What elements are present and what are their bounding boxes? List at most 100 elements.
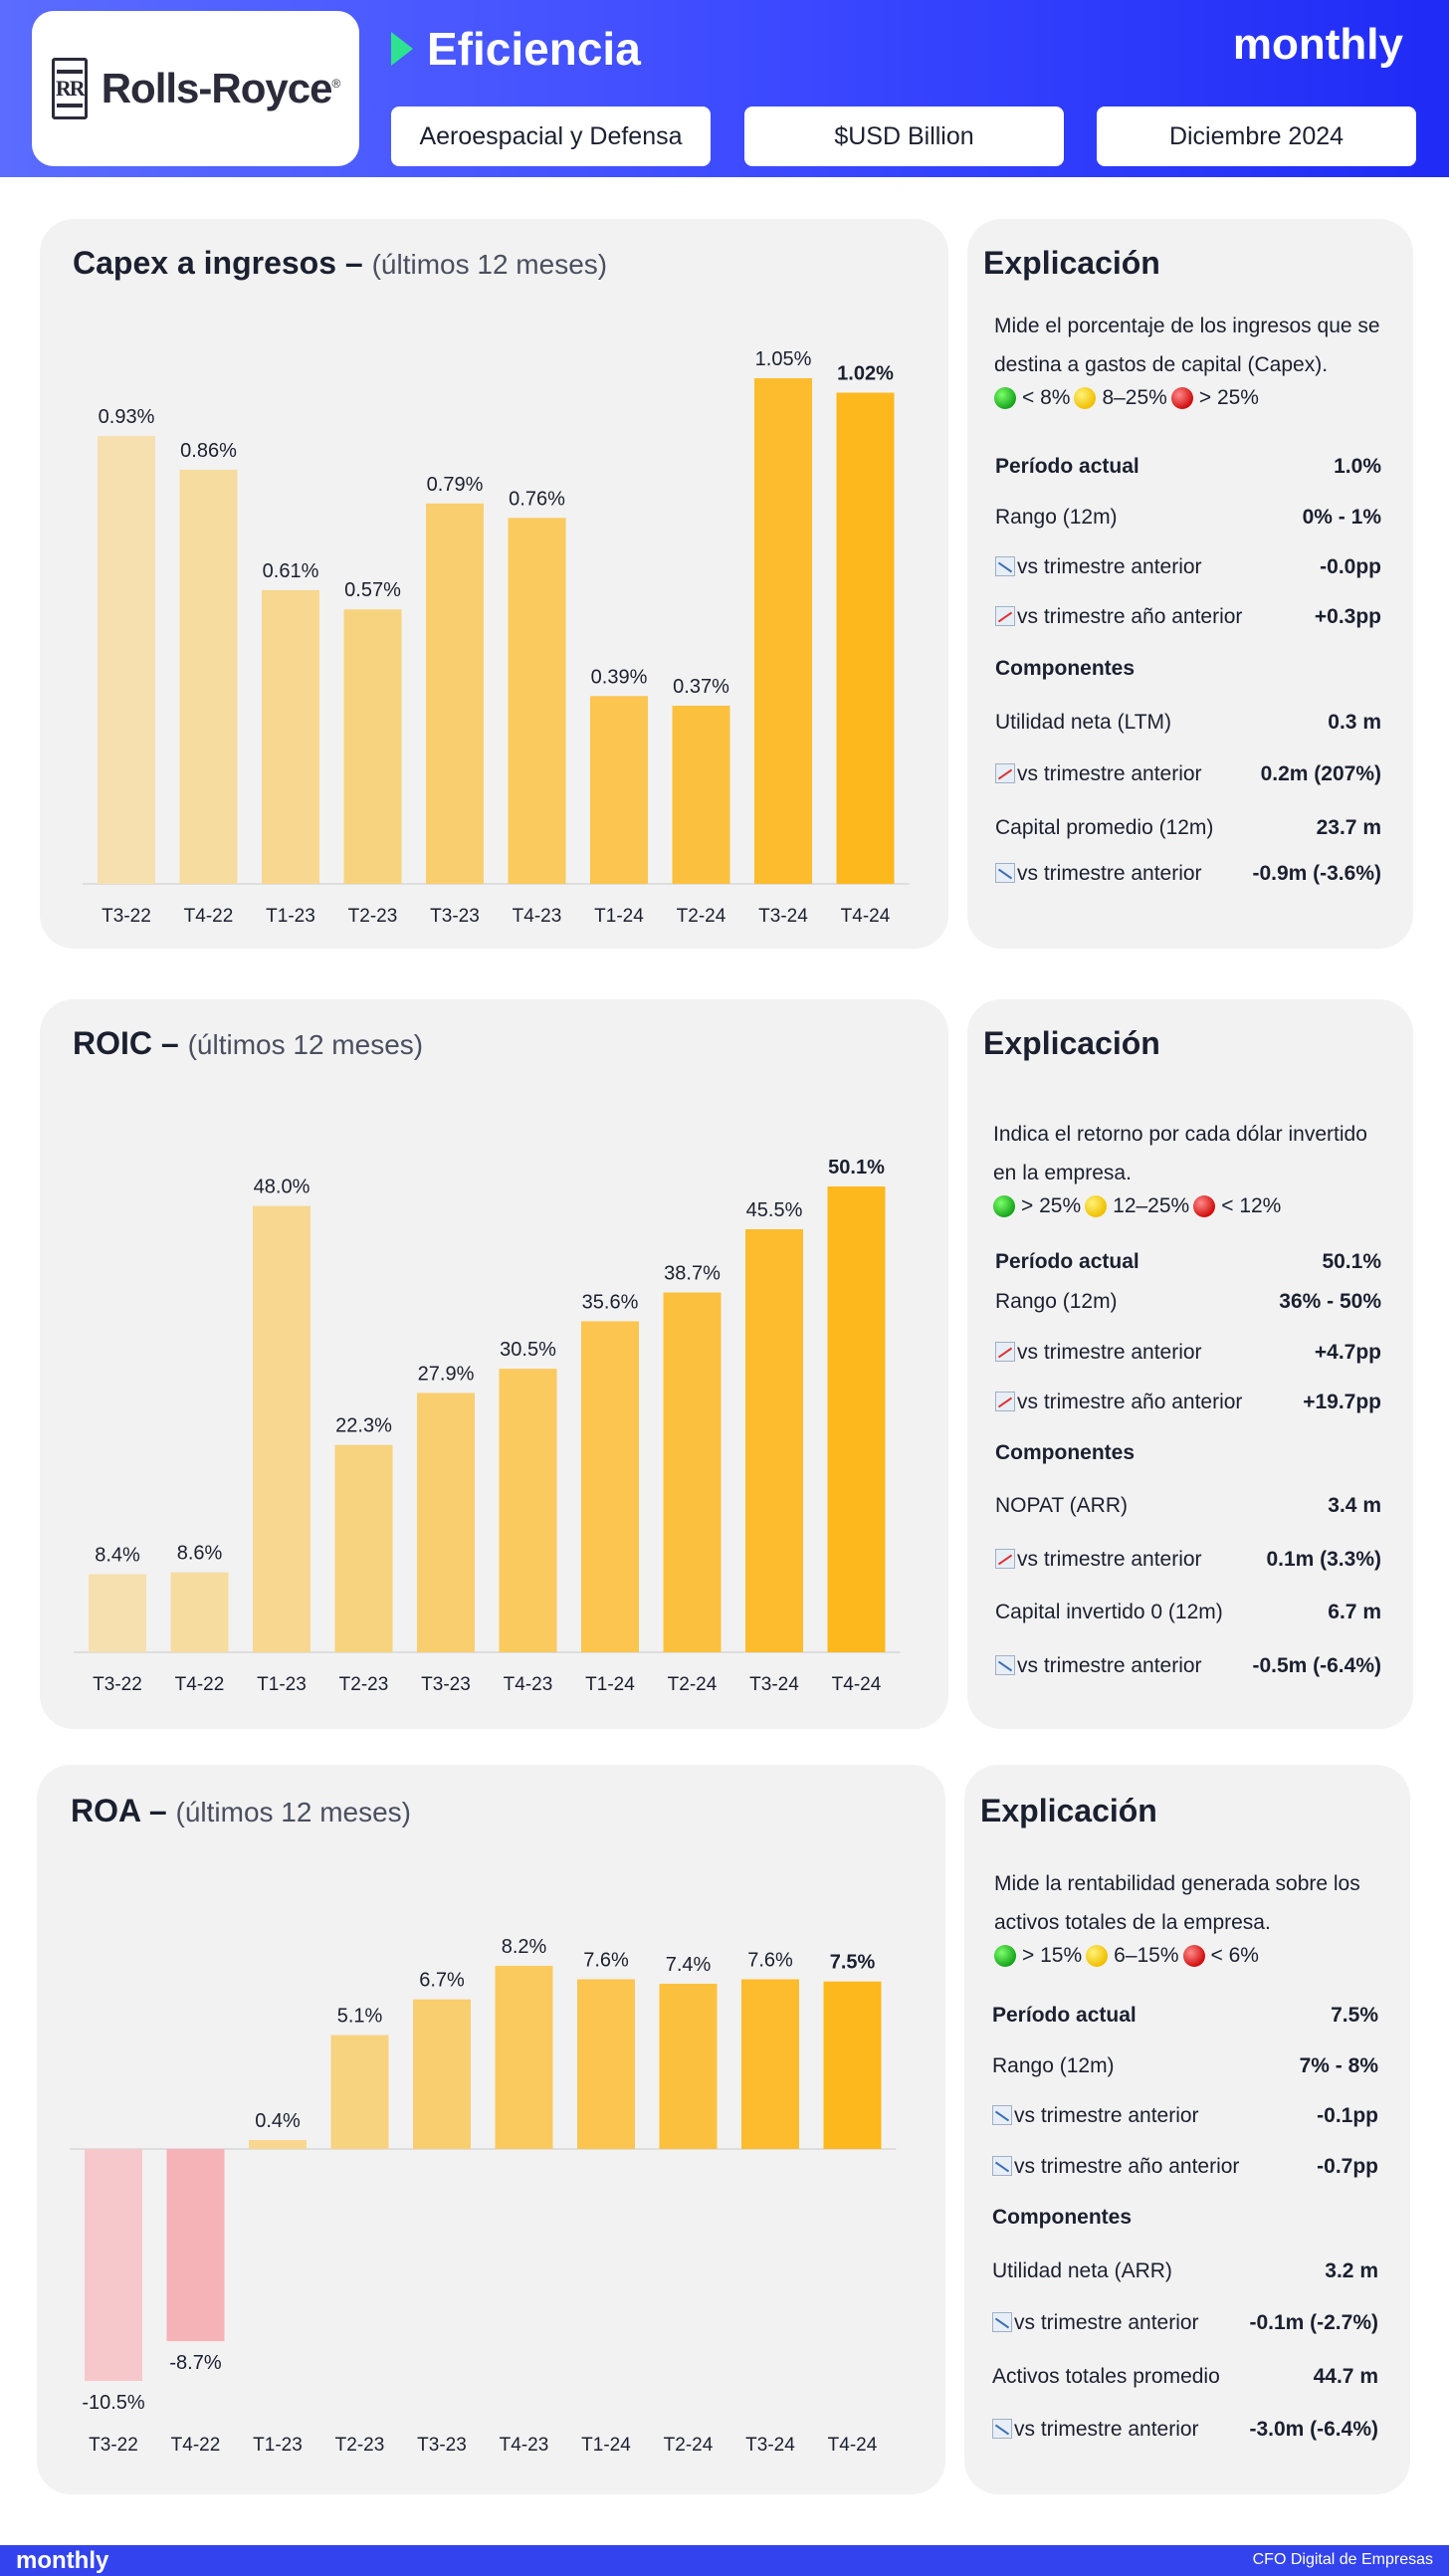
metric-label: Rango (12m) bbox=[995, 506, 1118, 530]
data-label: 0.37% bbox=[673, 676, 729, 698]
red-dot-icon bbox=[1170, 387, 1193, 409]
play-arrow-icon bbox=[391, 32, 413, 66]
x-tick-label: T4-24 bbox=[832, 1674, 882, 1695]
bar bbox=[179, 469, 238, 884]
bar bbox=[253, 1205, 310, 1652]
roic-chart-title: ROIC – (últimos 12 meses) bbox=[73, 1025, 424, 1061]
x-tick-label: T3-23 bbox=[421, 1674, 471, 1695]
metric-value: -0.7pp bbox=[1317, 2155, 1378, 2178]
rolls-royce-monogram-icon: RR bbox=[51, 58, 88, 119]
x-tick-label: T1-24 bbox=[585, 1674, 635, 1695]
bar bbox=[89, 1574, 146, 1652]
metric-row: Componentes bbox=[995, 657, 1381, 681]
threshold-legend: < 8% 8–25% > 25% bbox=[994, 386, 1259, 410]
data-label: 1.05% bbox=[755, 348, 812, 370]
data-label: 38.7% bbox=[664, 1262, 721, 1284]
metric-row: vs trimestre anterior -3.0m (-6.4%) bbox=[992, 2418, 1378, 2442]
data-label: 8.4% bbox=[95, 1545, 140, 1567]
metric-row: Utilidad neta (LTM) 0.3 m bbox=[995, 711, 1381, 735]
x-tick-label: T4-23 bbox=[513, 906, 562, 927]
trend-down-icon bbox=[992, 2156, 1012, 2176]
x-tick-label: T4-22 bbox=[171, 2435, 221, 2456]
metric-label-text: Componentes bbox=[992, 2206, 1133, 2229]
x-tick-label: T4-24 bbox=[841, 906, 891, 927]
yellow-dot-icon bbox=[1074, 387, 1097, 409]
footer: monthly CFO Digital de Empresas bbox=[0, 2545, 1449, 2576]
metric-label-text: vs trimestre anterior bbox=[1017, 1548, 1202, 1571]
metric-label: Período actual bbox=[992, 2004, 1137, 2028]
metric-label: vs trimestre anterior bbox=[995, 1341, 1202, 1365]
x-tick-label: T1-24 bbox=[594, 906, 644, 927]
bar bbox=[581, 1321, 639, 1652]
bar bbox=[330, 2035, 389, 2149]
bar bbox=[590, 696, 648, 884]
metric-value: 3.4 m bbox=[1328, 1494, 1381, 1517]
metric-label-text: Período actual bbox=[992, 2004, 1137, 2027]
metric-label-text: vs trimestre anterior bbox=[1014, 2104, 1199, 2127]
metric-label: Rango (12m) bbox=[992, 2054, 1115, 2078]
legend-red: > 25% bbox=[1198, 386, 1259, 409]
data-label: 8.6% bbox=[177, 1543, 223, 1565]
metric-label-text: vs trimestre anterior bbox=[1017, 862, 1202, 885]
metric-value: -0.1m (-2.7%) bbox=[1249, 2311, 1378, 2334]
metric-value: -3.0m (-6.4%) bbox=[1249, 2418, 1378, 2441]
metric-row: vs trimestre anterior -0.0pp bbox=[995, 555, 1381, 579]
metric-label: vs trimestre anterior bbox=[992, 2104, 1199, 2128]
capex-explanation-card: Explicación Mide el porcentaje de los in… bbox=[967, 219, 1413, 949]
data-label: 45.5% bbox=[746, 1199, 803, 1221]
metric-label: vs trimestre anterior bbox=[995, 1548, 1202, 1572]
red-dot-icon bbox=[1182, 1945, 1205, 1967]
metric-row: Período actual 50.1% bbox=[995, 1250, 1381, 1274]
bar bbox=[823, 1981, 882, 2149]
x-tick-label: T2-24 bbox=[677, 906, 726, 927]
data-label: -10.5% bbox=[82, 2392, 145, 2414]
trend-down-icon bbox=[995, 1655, 1015, 1675]
metric-row: Capital promedio (12m) 23.7 m bbox=[995, 816, 1381, 840]
bar bbox=[98, 436, 155, 884]
metric-value: -0.9m (-3.6%) bbox=[1252, 862, 1381, 885]
x-tick-label: T4-24 bbox=[828, 2435, 878, 2456]
x-tick-label: T4-23 bbox=[500, 2435, 549, 2456]
metric-label-text: vs trimestre anterior bbox=[1017, 1341, 1202, 1364]
legend-red: < 6% bbox=[1210, 1944, 1259, 1967]
metric-value: -0.5m (-6.4%) bbox=[1252, 1654, 1381, 1677]
metric-row: Período actual 7.5% bbox=[992, 2004, 1378, 2028]
data-label: 6.7% bbox=[419, 1970, 465, 1992]
trend-down-icon bbox=[995, 556, 1015, 576]
roa-chart-card: ROA – (últimos 12 meses) -10.5% T3-22 -8.7… bbox=[37, 1765, 945, 2494]
metric-value: +4.7pp bbox=[1314, 1341, 1381, 1364]
x-tick-label: T1-24 bbox=[581, 2435, 631, 2456]
roic-bar-chart: 8.4% T3-22 8.6% T4-22 48.0% T1-23 22.3% T2-23 27… bbox=[74, 1157, 901, 1695]
period-pill: Diciembre 2024 bbox=[1097, 107, 1416, 166]
legend-green: < 8% bbox=[1022, 386, 1071, 409]
x-tick-label: T2-24 bbox=[664, 2435, 714, 2456]
data-label: 7.5% bbox=[830, 1952, 876, 1974]
roa-chart-title: ROA – (últimos 12 meses) bbox=[71, 1793, 412, 1828]
legend-yellow: 6–15% bbox=[1114, 1944, 1179, 1967]
metric-label: Componentes bbox=[992, 2206, 1132, 2230]
x-tick-label: T2-24 bbox=[668, 1674, 718, 1695]
data-label: 0.39% bbox=[591, 666, 648, 688]
metric-row: Componentes bbox=[995, 1441, 1381, 1465]
threshold-legend: > 25% 12–25% < 12% bbox=[993, 1194, 1281, 1218]
metric-label-text: vs trimestre anterior bbox=[1017, 1654, 1202, 1677]
explanation-description: Indica el retorno por cada dólar inverti… bbox=[993, 1123, 1367, 1184]
yellow-dot-icon bbox=[1086, 1945, 1109, 1967]
metric-row: vs trimestre anterior -0.9m (-3.6%) bbox=[995, 862, 1381, 886]
x-tick-label: T3-23 bbox=[430, 906, 480, 927]
metric-row: vs trimestre anterior 0.1m (3.3%) bbox=[995, 1548, 1381, 1572]
data-label: 0.61% bbox=[263, 560, 319, 582]
green-dot-icon bbox=[994, 1945, 1016, 1967]
trend-up-icon bbox=[995, 1549, 1015, 1569]
x-tick-label: T3-23 bbox=[417, 2435, 467, 2456]
roa-bar-chart: -10.5% T3-22 -8.7% T4-22 0.4% T1-23 5.1% T2-23 6… bbox=[70, 1936, 897, 2456]
data-label: 8.2% bbox=[502, 1936, 547, 1958]
capex-chart-card: Capex a ingresos – (últimos 12 meses) 0.… bbox=[40, 219, 948, 949]
bar bbox=[508, 518, 566, 884]
data-label: 0.57% bbox=[344, 579, 401, 601]
legend-green: > 25% bbox=[1021, 1194, 1082, 1217]
metric-label: vs trimestre anterior bbox=[992, 2418, 1199, 2442]
explanation-title: Explicación bbox=[983, 1025, 1160, 1061]
metric-row: Período actual 1.0% bbox=[995, 455, 1381, 479]
metric-row: vs trimestre año anterior +19.7pp bbox=[995, 1391, 1381, 1414]
